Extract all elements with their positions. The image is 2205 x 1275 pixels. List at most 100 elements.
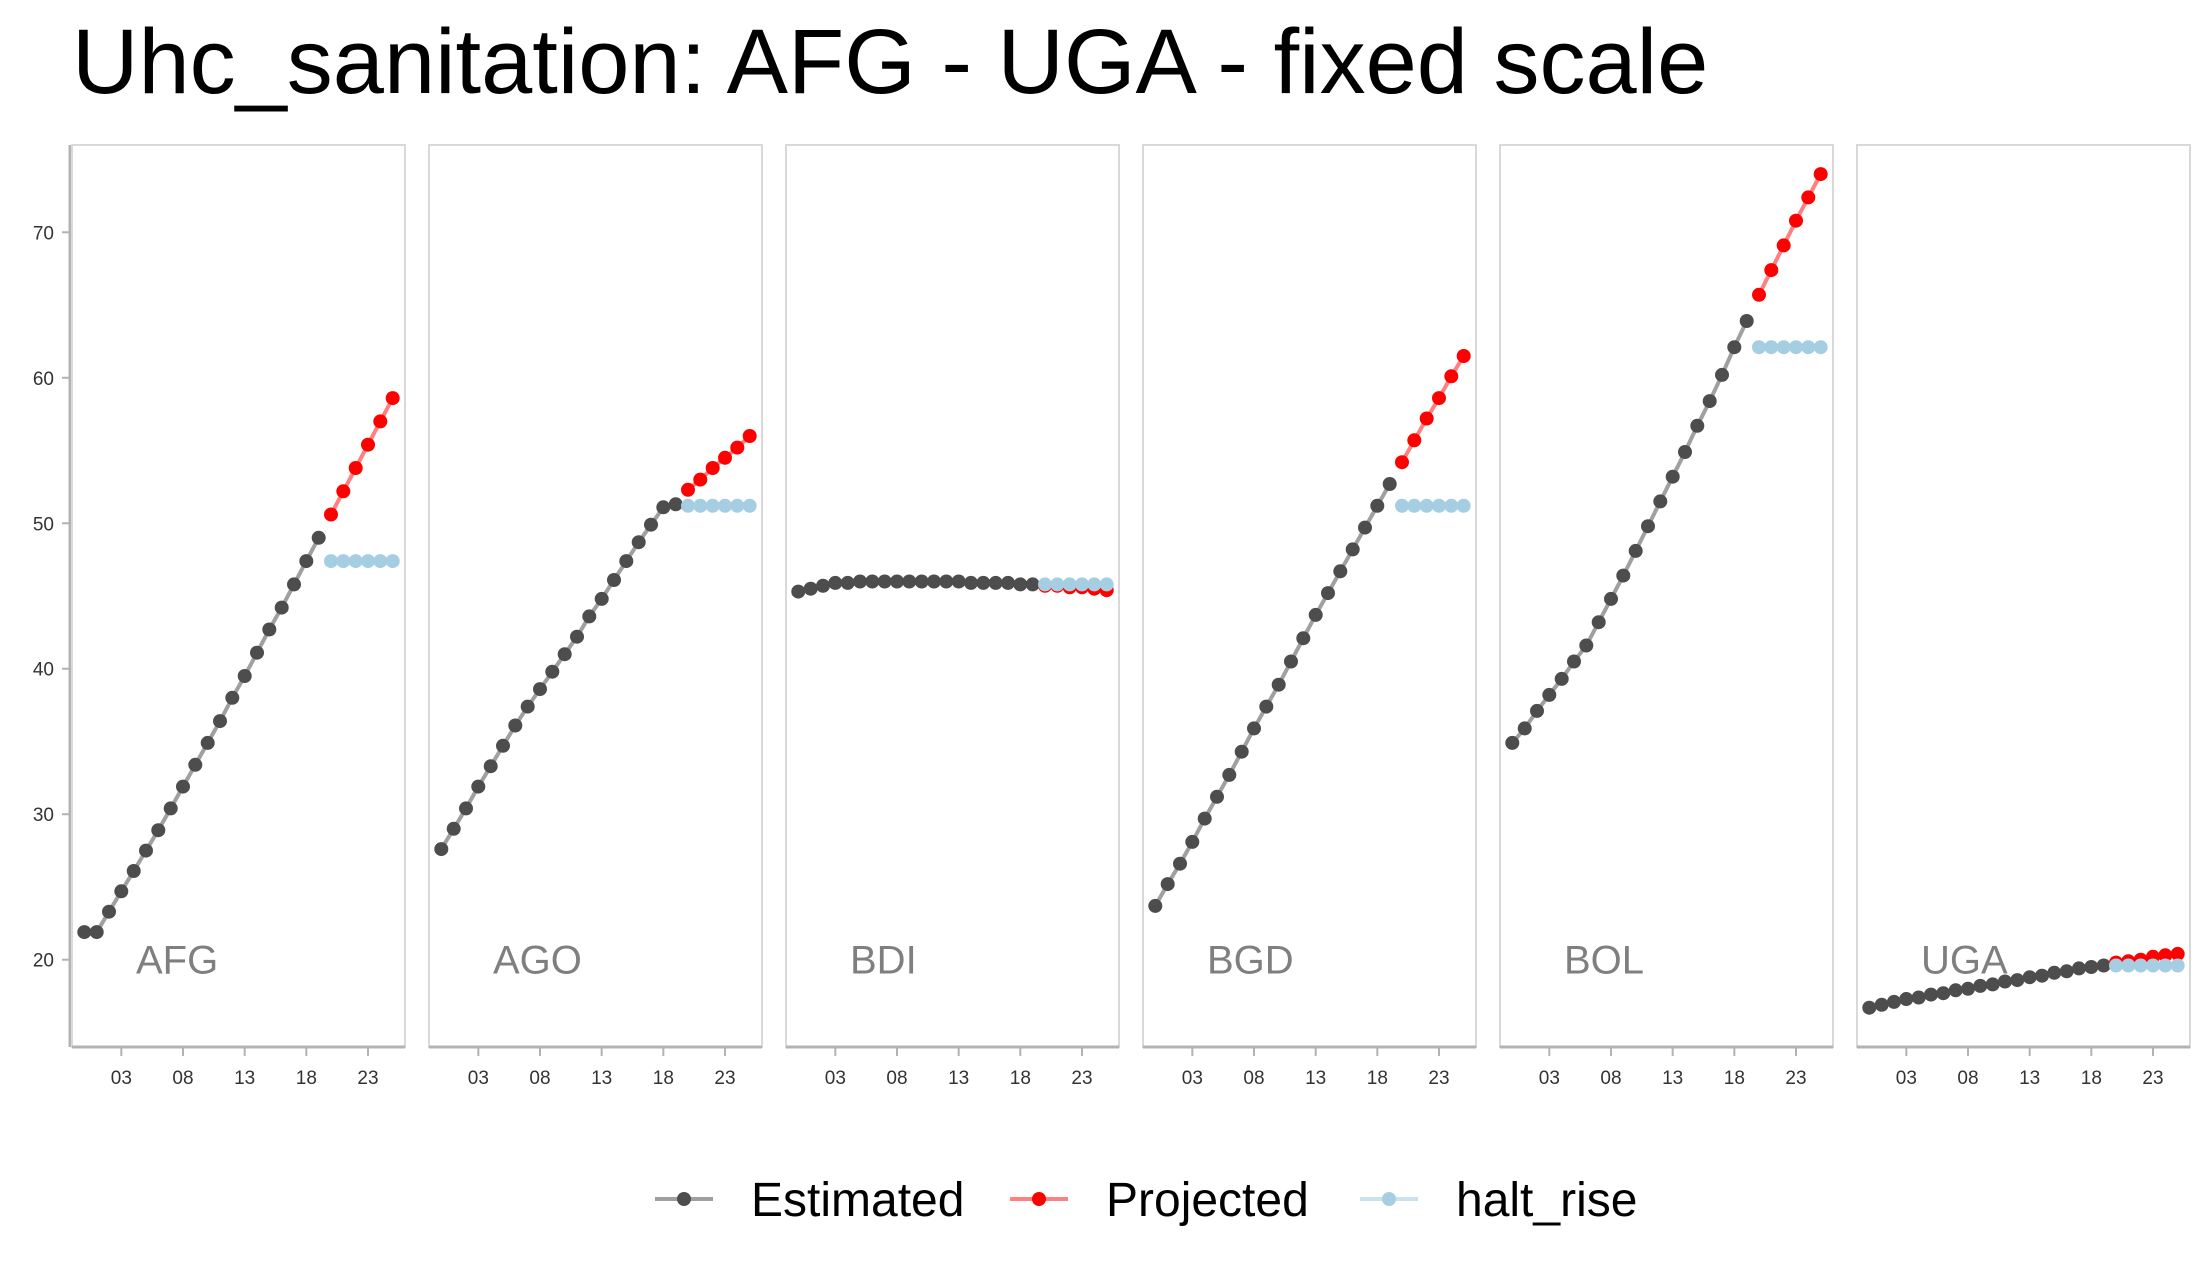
data-point (200, 735, 215, 750)
data-point (459, 801, 473, 816)
y-axis: 20 30 40 50 60 70 (33, 145, 72, 1047)
y-tick-label: 30 (33, 805, 54, 826)
data-point (1924, 987, 1938, 1002)
data-point (1271, 677, 1286, 692)
x-tick-label: 08 (886, 1068, 907, 1089)
data-point (533, 682, 547, 697)
data-point (385, 391, 400, 406)
data-point (2109, 958, 2123, 973)
data-point (718, 450, 732, 465)
data-point (188, 757, 203, 772)
data-point (1911, 990, 1926, 1005)
data-point (742, 429, 757, 443)
data-point (1247, 721, 1261, 736)
x-tick-label: 03 (1896, 1068, 1917, 1089)
data-point (2059, 964, 2074, 979)
data-point (446, 821, 461, 836)
data-point (520, 699, 535, 714)
panel-bol: 03 08 13 18 23 BOL (1499, 144, 1834, 1089)
data-point (1813, 167, 1828, 182)
data-point (1308, 607, 1323, 622)
legend-label: Projected (1106, 1174, 1309, 1227)
series-halt_rise (324, 554, 400, 569)
data-point (2084, 960, 2099, 974)
data-point (373, 414, 388, 429)
x-tick-label: 08 (529, 1068, 550, 1089)
data-point (508, 718, 523, 733)
data-point (718, 498, 732, 513)
x-tick-label: 18 (2081, 1068, 2102, 1089)
legend-swatch-dot (1382, 1192, 1396, 1206)
panel-border (1499, 144, 1834, 1048)
data-point (1604, 591, 1618, 606)
data-point (1542, 687, 1557, 702)
data-point (213, 714, 227, 729)
data-point (102, 904, 116, 919)
data-point (2022, 970, 2037, 985)
data-point (163, 801, 178, 816)
data-point (742, 498, 757, 513)
data-point (1591, 615, 1606, 630)
data-point (1099, 577, 1114, 592)
x-tick-label: 13 (948, 1068, 969, 1089)
data-point (1874, 997, 1889, 1012)
data-point (1505, 735, 1520, 750)
series-projected (681, 429, 757, 497)
panel-label: BDI (850, 939, 917, 983)
data-point (816, 578, 830, 593)
data-point (1764, 340, 1779, 355)
data-point (693, 472, 708, 487)
data-point (582, 609, 597, 624)
data-point (619, 554, 634, 569)
data-point (803, 581, 818, 596)
data-point (2158, 948, 2173, 963)
data-point (287, 577, 301, 592)
series-projected (324, 391, 400, 522)
data-point (791, 584, 806, 599)
data-point (927, 574, 941, 589)
data-point (336, 484, 351, 499)
panel-uga: 03 08 13 18 23 UGA (1856, 144, 2191, 1089)
data-point (1222, 767, 1237, 782)
data-point (1936, 986, 1951, 1001)
data-point (1062, 577, 1077, 592)
data-point (545, 664, 560, 679)
data-point (2170, 958, 2185, 973)
data-point (656, 500, 671, 515)
x-tick-label: 13 (1662, 1068, 1683, 1089)
data-point (1456, 498, 1471, 513)
data-point (988, 575, 1003, 590)
data-point (1789, 340, 1803, 355)
data-point (1259, 699, 1274, 714)
series-projected (1395, 349, 1471, 470)
data-point (2047, 965, 2062, 980)
data-point (1419, 498, 1434, 513)
data-point (2133, 958, 2148, 973)
data-point (89, 925, 104, 940)
data-point (1284, 654, 1298, 669)
panel-label: AGO (493, 939, 582, 983)
data-point (348, 461, 363, 475)
data-point (324, 507, 338, 522)
data-point (865, 574, 880, 589)
data-point (1038, 577, 1052, 592)
data-point (237, 669, 252, 683)
data-point (1160, 877, 1175, 892)
data-point (1739, 314, 1754, 328)
panel-label: AFG (136, 939, 218, 983)
x-tick-label: 23 (1428, 1068, 1449, 1089)
series-halt_rise (1395, 498, 1471, 513)
data-point (693, 498, 708, 513)
data-point (1395, 498, 1409, 513)
data-point (1358, 520, 1372, 535)
data-point (1641, 519, 1655, 534)
data-point (1985, 977, 2000, 992)
legend-item-halt_rise: halt_rise (1360, 1174, 1637, 1227)
data-point (385, 554, 400, 569)
data-point (1567, 654, 1581, 669)
x-tick-label: 08 (172, 1068, 193, 1089)
panel-label: BOL (1564, 939, 1644, 983)
panel-label: BGD (1207, 939, 1294, 983)
data-point (1407, 498, 1422, 513)
